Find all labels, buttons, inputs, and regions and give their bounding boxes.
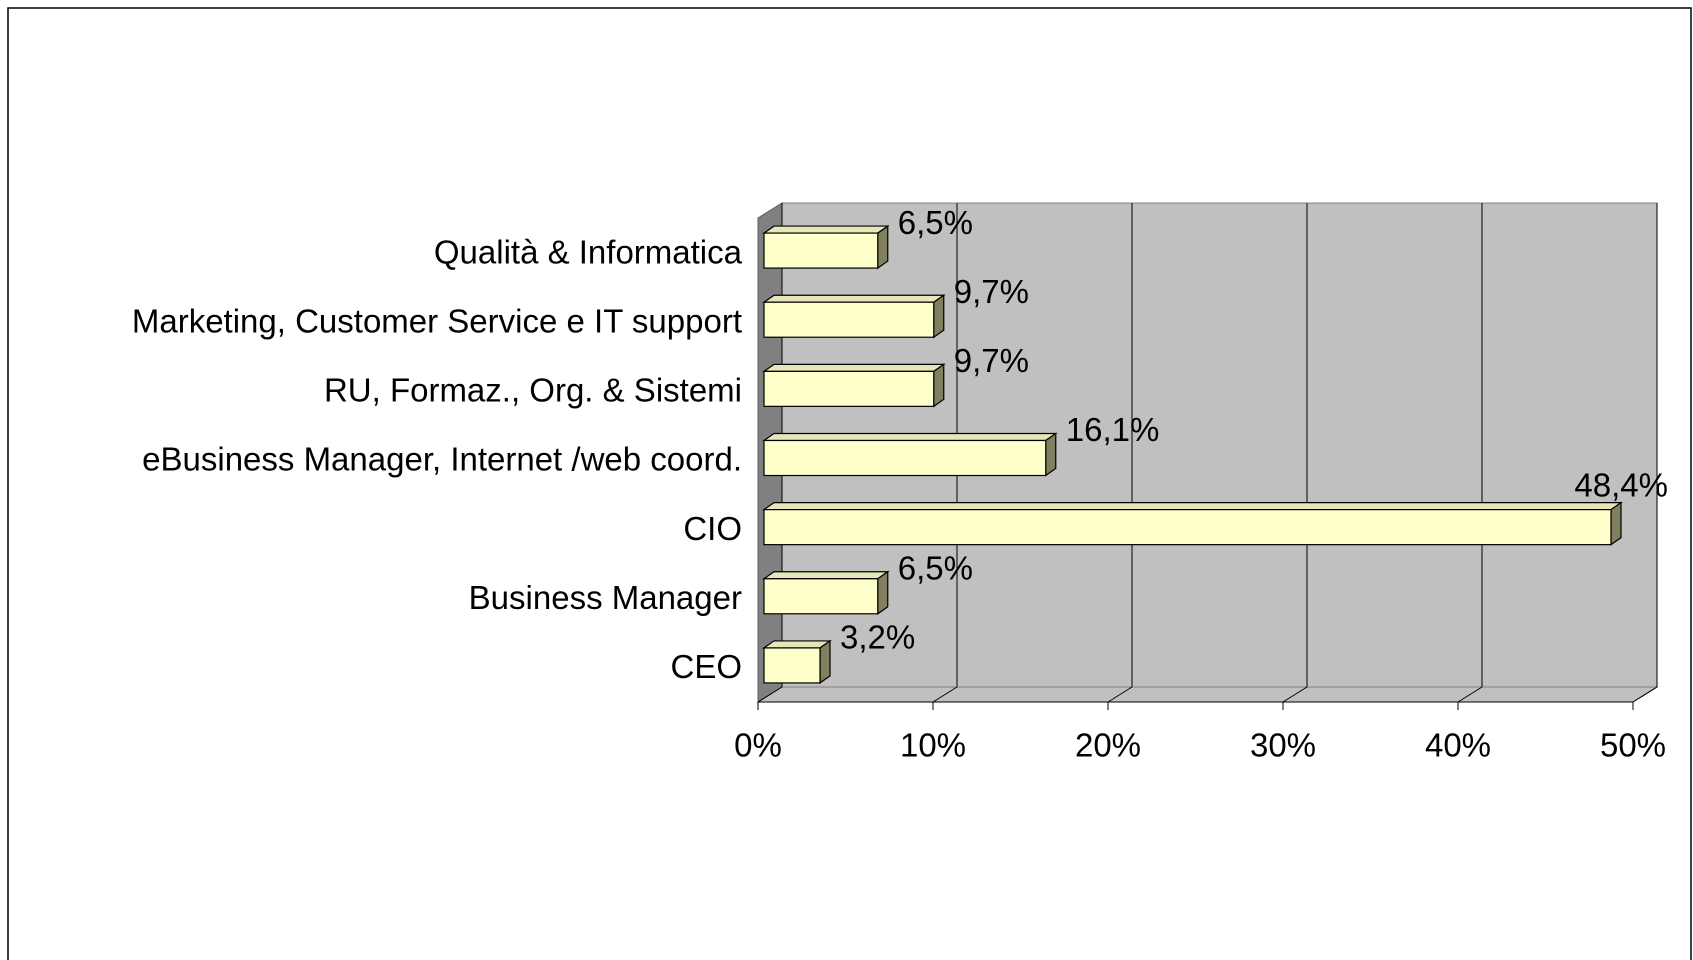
- bar-top: [762, 225, 890, 234]
- data-label: 9,7%: [954, 273, 1029, 310]
- bar-top: [762, 363, 946, 372]
- bar: [763, 439, 1047, 477]
- x-tick-label: 30%: [1250, 727, 1316, 764]
- bar-top: [762, 294, 946, 303]
- data-label: 48,4%: [1574, 466, 1668, 503]
- bar-side: [877, 570, 889, 615]
- bar: [763, 232, 879, 269]
- x-tick-label: 40%: [1425, 727, 1491, 764]
- bar: [763, 578, 879, 615]
- data-label: 6,5%: [898, 204, 973, 241]
- x-tick-label: 50%: [1600, 727, 1666, 764]
- bar-top: [762, 571, 890, 580]
- data-label: 16,1%: [1066, 411, 1160, 448]
- y-tick-label: Business Manager: [469, 579, 742, 616]
- floor: [756, 686, 1659, 703]
- bar-side: [877, 224, 889, 270]
- data-label: 9,7%: [954, 342, 1029, 379]
- bar-side: [1045, 432, 1057, 477]
- bar: [763, 301, 935, 338]
- bar-top: [762, 640, 832, 649]
- y-tick-label: CEO: [670, 648, 742, 685]
- floor-grid-line: [932, 686, 958, 703]
- floor-grid-line: [1107, 686, 1133, 703]
- x-tick-label: 0%: [734, 727, 782, 764]
- y-tick-label: Qualità & Informatica: [434, 233, 743, 270]
- data-label: 6,5%: [898, 550, 973, 587]
- y-tick-label: RU, Formaz., Org. & Sistemi: [324, 372, 742, 409]
- bar-side: [1610, 501, 1622, 546]
- bar-top: [762, 432, 1058, 442]
- bar-side: [819, 639, 831, 685]
- x-tick-label: 10%: [900, 727, 966, 764]
- y-tick-label: CIO: [683, 510, 742, 547]
- x-tick-label: 20%: [1075, 727, 1141, 764]
- y-tick-label: Marketing, Customer Service e IT support: [132, 302, 742, 339]
- floor-grid-line: [1457, 686, 1483, 703]
- y-tick-label: eBusiness Manager, Internet /web coord.: [142, 441, 742, 478]
- bar-side: [933, 363, 945, 408]
- bar: [763, 647, 821, 684]
- floor-grid-line: [757, 686, 783, 703]
- bar-top: [762, 502, 1623, 511]
- data-label: 3,2%: [840, 619, 915, 656]
- bar: [763, 509, 1612, 546]
- floor-grid-line: [1282, 686, 1308, 703]
- floor-grid-line: [1632, 686, 1658, 703]
- bar-side: [933, 294, 945, 339]
- bar: [763, 370, 935, 407]
